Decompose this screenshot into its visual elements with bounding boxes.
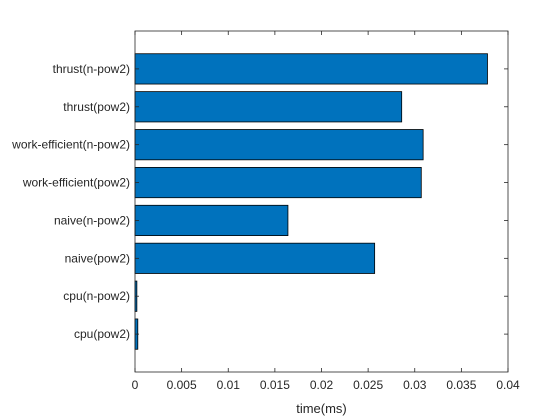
- bar-naive-n-pow2: [134, 204, 289, 237]
- bar-thrust-n-pow2: [134, 53, 488, 85]
- y-tick-label: cpu(pow2): [74, 327, 130, 341]
- x-tick-label: 0.025: [353, 378, 383, 392]
- x-tick-label: 0: [132, 378, 139, 392]
- y-tick-label: thrust(pow2): [63, 100, 130, 114]
- x-tick-label: 0.035: [446, 378, 476, 392]
- x-tick-label: 0.03: [403, 378, 427, 392]
- bar-thrust-pow2: [134, 91, 403, 123]
- y-tick-label: cpu(n-pow2): [63, 289, 130, 303]
- bar-work-efficient-n-pow2: [134, 129, 424, 161]
- x-tick-label: 0.01: [217, 378, 241, 392]
- y-tick-label: naive(n-pow2): [54, 213, 130, 227]
- x-tick-label: 0.02: [310, 378, 334, 392]
- y-axis-ticks: cpu(pow2) cpu(n-pow2) naive(pow2) naive(n-p…: [11, 62, 508, 341]
- y-tick-label: work-efficient(n-pow2): [11, 138, 130, 152]
- y-tick-label: naive(pow2): [65, 251, 130, 265]
- x-tick-label: 0.04: [496, 378, 520, 392]
- plot-area: [135, 31, 508, 372]
- bar-work-efficient-pow2: [134, 166, 422, 199]
- x-tick-label: 0.005: [167, 378, 197, 392]
- bar-naive-pow2: [134, 242, 376, 274]
- x-tick-label: 0.015: [260, 378, 290, 392]
- y-tick-label: thrust(n-pow2): [53, 62, 130, 76]
- x-axis-ticks: 0 0.005 0.01 0.015 0.02 0.025 0.03 0.035 0.04: [132, 31, 520, 392]
- x-axis-label: time(ms): [296, 401, 347, 416]
- y-tick-label: work-efficient(pow2): [22, 176, 130, 190]
- bars-group: [134, 53, 488, 350]
